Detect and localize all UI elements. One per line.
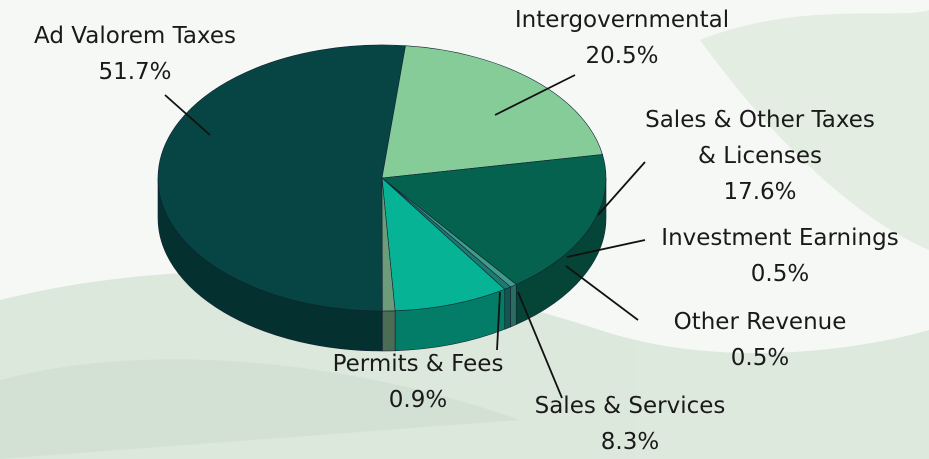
value-label: 8.3% [600, 429, 660, 455]
slice [381, 154, 607, 285]
slice [157, 44, 406, 312]
category-label: Permits & Fees [332, 351, 504, 377]
slice-side [382, 310, 396, 352]
value-label: 0.5% [730, 345, 790, 371]
value-label: 51.7% [98, 59, 172, 85]
slice-label: Intergovernmental 20.5% [492, 2, 752, 74]
pie [157, 44, 607, 352]
leader-line [566, 239, 646, 258]
category-label: Other Revenue [673, 309, 847, 335]
leader-lines [164, 74, 646, 399]
slice-label: Other Revenue 0.5% [640, 304, 880, 376]
slice-side [510, 284, 517, 328]
leader-line [164, 94, 211, 136]
slice-side [504, 286, 511, 330]
slice [381, 177, 506, 312]
slice [381, 177, 396, 312]
category-label: Ad Valorem Taxes [34, 23, 236, 49]
background [0, 10, 929, 459]
category-label: Sales & Services [534, 393, 726, 419]
slice-label: Investment Earnings 0.5% [630, 220, 929, 292]
leader-line [517, 291, 563, 399]
value-label: 0.9% [388, 387, 448, 413]
slice-label: Sales & Services 8.3% [500, 388, 760, 459]
slice-label: Permits & Fees 0.9% [298, 346, 538, 418]
leader-line [494, 74, 576, 116]
value-label: 17.6% [723, 179, 797, 205]
slice [381, 45, 603, 179]
category-label: Investment Earnings [661, 225, 899, 251]
category-label: Sales & Other Taxes & Licenses [645, 107, 875, 169]
leader-line [496, 291, 501, 351]
leader-line [565, 265, 639, 321]
pie-tops [157, 44, 607, 312]
value-label: 20.5% [585, 43, 659, 69]
slice-label: Sales & Other Taxes & Licenses 17.6% [645, 102, 875, 210]
slice-label: Ad Valorem Taxes 51.7% [0, 18, 285, 90]
value-label: 0.5% [750, 261, 810, 287]
leader-line [597, 161, 646, 216]
category-label: Intergovernmental [514, 7, 730, 33]
